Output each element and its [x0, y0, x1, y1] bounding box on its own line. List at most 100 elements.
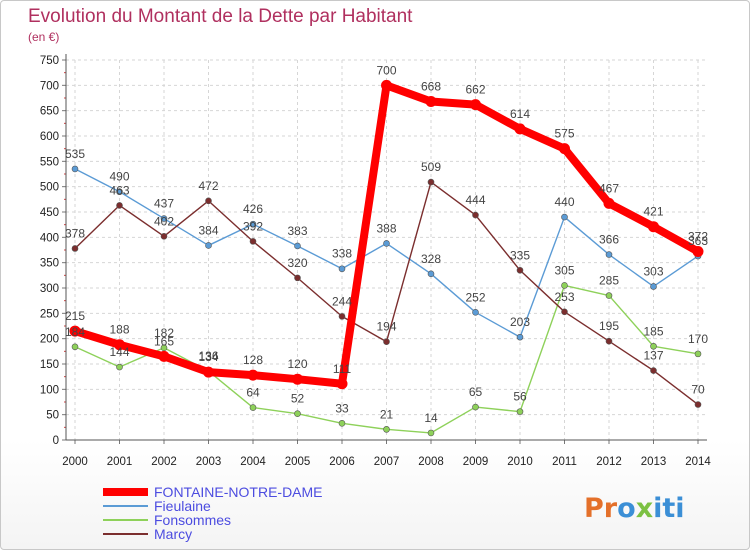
y-tick-label: 750 [40, 55, 59, 67]
data-point-fontaine-notre-dame [381, 79, 392, 91]
data-point-fieulaine [650, 283, 657, 290]
data-label-marcy: 195 [599, 319, 619, 333]
data-label-fieulaine: 363 [688, 234, 708, 248]
data-point-marcy [249, 238, 257, 245]
data-label-marcy: 463 [109, 183, 129, 197]
data-label-fieulaine: 366 [599, 233, 619, 247]
x-tick-label: 2010 [507, 456, 533, 468]
data-label-fonsommes: 56 [513, 390, 527, 404]
data-point-fonsommes [383, 426, 390, 433]
data-label-marcy: 378 [65, 226, 85, 240]
data-label-fieulaine: 328 [421, 252, 441, 266]
x-tick-label: 2009 [463, 456, 489, 468]
data-point-fontaine-notre-dame [559, 143, 570, 155]
data-label-fonsommes: 33 [335, 401, 349, 415]
data-point-fontaine-notre-dame [648, 221, 659, 233]
y-tick-label: 200 [40, 334, 59, 346]
logo-letter: t [662, 493, 675, 524]
data-point-fonsommes [338, 419, 346, 427]
data-label-fonsommes: 185 [643, 324, 663, 338]
data-label-marcy: 244 [332, 294, 352, 308]
data-label-marcy: 444 [465, 193, 485, 207]
data-point-fontaine-notre-dame [292, 373, 303, 385]
y-tick-label: 350 [40, 258, 59, 270]
y-tick-label: 400 [40, 232, 59, 244]
data-point-fonsommes [294, 410, 301, 417]
x-tick-label: 2007 [374, 456, 400, 468]
data-point-fontaine-notre-dame [603, 197, 615, 209]
data-point-fieulaine [472, 309, 479, 316]
data-label-fontaine-notre-dame: 128 [243, 353, 263, 367]
data-point-fieulaine [383, 240, 390, 247]
data-label-fontaine-notre-dame: 120 [287, 357, 307, 371]
x-tick-label: 2005 [285, 456, 311, 468]
data-label-fieulaine: 203 [510, 315, 530, 329]
data-point-fontaine-notre-dame [470, 99, 481, 111]
data-point-fonsommes [427, 429, 435, 437]
data-label-fonsommes: 182 [154, 326, 174, 340]
data-point-fontaine-notre-dame [158, 350, 170, 362]
data-point-fieulaine [294, 242, 301, 250]
data-point-fieulaine [160, 215, 168, 222]
data-label-fontaine-notre-dame: 614 [510, 107, 530, 121]
x-tick-label: 2013 [641, 456, 667, 468]
data-point-fonsommes [694, 350, 702, 358]
data-point-fontaine-notre-dame [69, 325, 81, 337]
data-label-fonsommes: 136 [198, 349, 218, 363]
data-point-fonsommes [71, 343, 79, 351]
data-label-fontaine-notre-dame: 111 [333, 362, 352, 376]
data-label-marcy: 194 [376, 320, 396, 334]
data-label-fieulaine: 384 [198, 223, 218, 237]
data-label-fonsommes: 170 [688, 332, 708, 346]
data-label-marcy: 472 [198, 179, 218, 193]
data-point-fieulaine [605, 251, 613, 258]
data-label-fieulaine: 338 [332, 247, 352, 261]
tick-labels: 0 50 100 150 200 250 300 350 400 450 500 550 600 650 7… [40, 55, 712, 468]
data-label-fontaine-notre-dame: 134 [198, 350, 218, 364]
legend-label-fontaine-notre-dame: FONTAINE-NOTRE-DAME [154, 484, 323, 500]
data-point-marcy [605, 337, 613, 345]
data-point-fontaine-notre-dame [336, 378, 348, 390]
x-tick-label: 2001 [107, 456, 133, 468]
proxiti-logo: Proxiti [584, 493, 685, 524]
data-point-marcy [71, 245, 79, 252]
chart-subtitle: (en €) [28, 30, 59, 44]
y-tick-label: 0 [53, 435, 59, 447]
x-tick-label: 2000 [62, 456, 88, 468]
data-label-fieulaine: 437 [154, 197, 174, 211]
y-tick-label: 700 [40, 80, 59, 92]
data-label-fontaine-notre-dame: 421 [643, 205, 663, 219]
data-point-fieulaine [427, 270, 435, 278]
y-tick-label: 150 [40, 359, 59, 371]
data-point-fontaine-notre-dame [692, 246, 704, 258]
chart-title: Evolution du Montant de la Dette par Hab… [28, 6, 413, 27]
data-label-fontaine-notre-dame: 575 [554, 127, 574, 141]
data-point-marcy [383, 338, 390, 346]
legend-label-fieulaine: Fieulaine [154, 498, 211, 514]
data-point-fontaine-notre-dame [247, 369, 259, 381]
data-label-fontaine-notre-dame: 215 [65, 309, 85, 323]
data-point-marcy [472, 211, 479, 219]
data-label-marcy: 392 [243, 219, 263, 233]
data-label-fonsommes: 184 [65, 325, 85, 339]
data-point-fieulaine [561, 213, 568, 221]
logo-letter: i [653, 493, 662, 524]
x-tick-label: 2014 [685, 456, 711, 468]
x-tick-label: 2011 [552, 456, 577, 468]
data-point-marcy [516, 266, 524, 274]
data-point-fontaine-notre-dame [514, 123, 526, 135]
axes [62, 54, 707, 444]
data-label-fieulaine: 252 [465, 290, 485, 304]
data-label-fontaine-notre-dame: 668 [421, 80, 441, 94]
data-label-marcy: 70 [691, 383, 705, 397]
data-point-fonsommes [160, 344, 168, 352]
data-labels: 535 490 437 384 426 383 338 388 328 252 203 440 366 3… [65, 63, 708, 425]
legend: FONTAINE-NOTRE-DAMEFieulaineFonsommesMar… [103, 484, 323, 542]
data-point-fontaine-notre-dame [203, 366, 214, 378]
x-tick-label: 2008 [418, 456, 444, 468]
legend-label-fonsommes: Fonsommes [154, 512, 231, 528]
data-label-marcy: 402 [154, 214, 174, 228]
data-point-marcy [694, 401, 702, 408]
data-label-fontaine-notre-dame: 165 [154, 334, 174, 348]
